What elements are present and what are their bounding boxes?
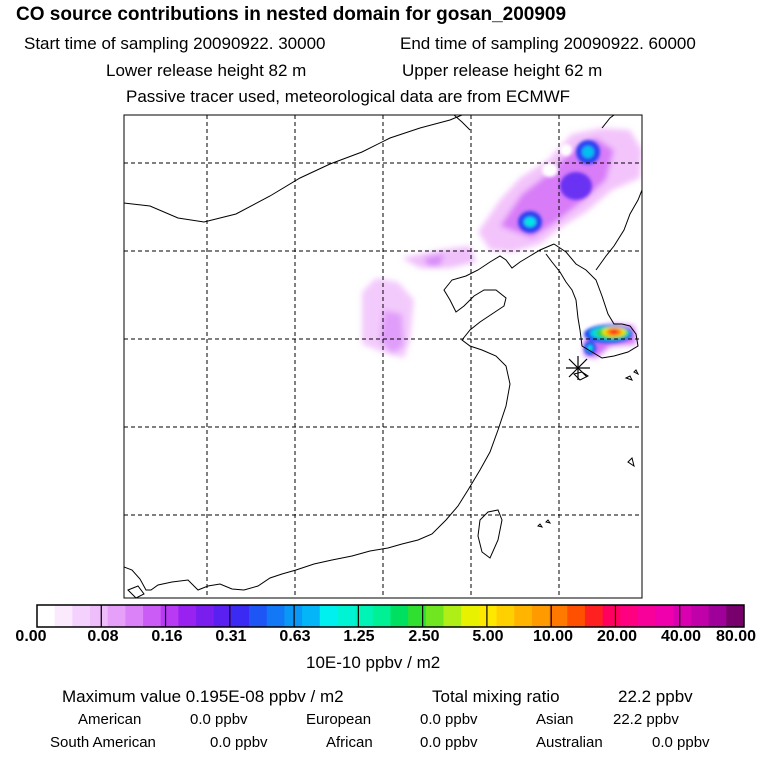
colorbar-tick-label: 5.00 [472, 628, 504, 645]
hotspot-middle [560, 172, 592, 200]
colorbar-swatch [637, 605, 657, 627]
map-title: CO source contributions in nested domain… [16, 4, 567, 25]
colorbar-swatch [726, 605, 745, 627]
colorbar-swatch [125, 605, 144, 627]
colorbar-swatch [390, 605, 409, 627]
colorbar-swatch [143, 605, 162, 627]
colorbar-tick-label: 10.00 [532, 628, 574, 645]
colorbar-swatch [213, 605, 232, 627]
colorbar-swatch [408, 605, 427, 627]
total-mixing-ratio-value: 22.2 ppbv [618, 687, 693, 706]
colorbar-swatch [302, 605, 321, 627]
korea-hotspot-core-red [609, 329, 619, 335]
map-plot-area [124, 115, 642, 598]
colorbar-tick-label: 40.00 [660, 628, 702, 645]
colorbar-tick-label: 0.00 [15, 628, 47, 645]
region-value: 0.0 ppbv [652, 734, 710, 751]
colorbar-swatch [496, 605, 515, 627]
colorbar-swatch [690, 605, 710, 627]
colorbar-swatch [319, 605, 338, 627]
korea-east-coast [595, 189, 642, 271]
colorbar-swatch [196, 605, 215, 627]
russia-border [453, 115, 615, 131]
china-northern-border [124, 115, 463, 223]
region-value: 0.0 ppbv [190, 711, 248, 728]
colorbar-swatch [355, 605, 374, 627]
colorbar-swatch [673, 605, 692, 627]
colorbar-swatch [655, 605, 674, 627]
graticule [124, 115, 642, 598]
max-value-label: Maximum value 0.195E-08 ppbv / m2 [62, 687, 344, 706]
colorbar-unit: 10E-10 ppbv / m2 [306, 653, 441, 672]
china-coastline [124, 243, 555, 591]
total-mixing-ratio-label: Total mixing ratio [432, 687, 560, 706]
colorbar-tick-label: 0.63 [279, 628, 311, 645]
colorbar-swatch [372, 605, 391, 627]
islands-east [537, 369, 640, 528]
region-name: American [78, 711, 142, 728]
colorbar-swatch [620, 605, 639, 627]
white-gap-a [542, 163, 558, 177]
colorbar-frame [36, 604, 745, 628]
colorbar-swatch [90, 605, 109, 627]
colorbar-swatch [425, 605, 444, 627]
colorbar [37, 605, 745, 627]
colorbar-swatch [37, 605, 56, 627]
colorbar-swatch [284, 605, 303, 627]
lower-release-height-label: Lower release height 82 m [106, 61, 307, 80]
colorbar-swatch [231, 605, 250, 627]
upper-release-height-label: Upper release height 62 m [402, 61, 603, 80]
colorbar-swatch [708, 605, 727, 627]
colorbar-swatch [107, 605, 126, 627]
colorbar-tick-label: 0.16 [151, 628, 183, 645]
colorbar-swatch [266, 605, 285, 627]
colorbar-swatch [602, 605, 621, 627]
region-name: European [306, 711, 372, 728]
region-name: Asian [536, 711, 574, 728]
start-time-label: Start time of sampling 20090922. 30000 [24, 34, 326, 53]
taiwan [477, 509, 503, 559]
region-value: 0.0 ppbv [420, 711, 478, 728]
hotspot-north-inner [582, 146, 594, 158]
colorbar-tick-label: 2.50 [408, 628, 440, 645]
colorbar-swatch [567, 605, 586, 627]
region-value: 0.0 ppbv [420, 734, 478, 751]
region-name: South American [50, 734, 156, 751]
region-value: 0.0 ppbv [210, 734, 268, 751]
colorbar-tick-label: 0.31 [215, 628, 247, 645]
colorbar-swatch [531, 605, 550, 627]
white-gap-b [560, 144, 572, 156]
tracer-note: Passive tracer used, meteorological data… [126, 87, 571, 106]
colorbar-swatch [514, 605, 533, 627]
colorbar-swatch [443, 605, 462, 627]
coastlines [124, 115, 642, 598]
region-value: 22.2 ppbv [613, 711, 679, 728]
colorbar-swatch [249, 605, 268, 627]
colorbar-tick-label: 20.00 [596, 628, 638, 645]
colorbar-tick-label: 80.00 [715, 628, 757, 645]
plume-central-core [380, 310, 404, 354]
hainan [127, 585, 145, 598]
asterisk-icon [566, 356, 590, 380]
colorbar-swatch [584, 605, 603, 627]
colorbar-swatch [54, 605, 73, 627]
region-name: Australian [536, 734, 603, 751]
map-frame [123, 114, 643, 599]
colorbar-swatch [337, 605, 356, 627]
plume-west-core [424, 254, 444, 266]
colorbar-swatch [549, 605, 568, 627]
region-name: African [326, 734, 373, 751]
colorbar-swatch [160, 605, 179, 627]
colorbar-tick-label: 1.25 [343, 628, 375, 645]
colorbar-swatch [478, 605, 497, 627]
korea-coastline [545, 243, 639, 359]
colorbar-swatch [461, 605, 480, 627]
colorbar-swatch [72, 605, 91, 627]
colorbar-swatch [178, 605, 197, 627]
colorbar-tick-label: 0.08 [87, 628, 119, 645]
end-time-label: End time of sampling 20090922. 60000 [400, 34, 696, 53]
hotspot-west-inner [524, 217, 536, 227]
